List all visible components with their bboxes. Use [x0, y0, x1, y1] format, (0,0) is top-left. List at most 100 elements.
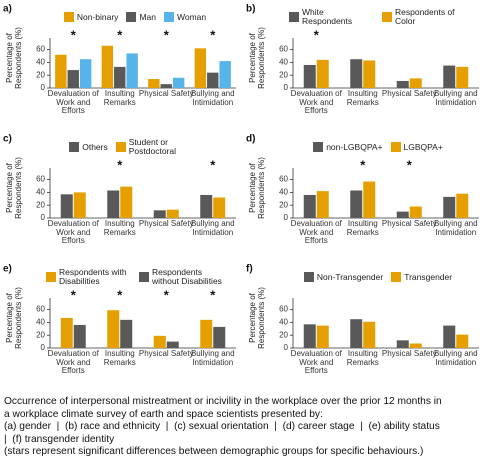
y-tick-label: 0	[284, 83, 289, 92]
legend-label: Transgender	[404, 271, 453, 282]
bar	[363, 60, 376, 88]
x-tick-label-box: Bullying and Intimidation	[433, 90, 478, 107]
bar	[200, 319, 213, 348]
bar	[350, 319, 363, 348]
x-tick-label: Physical Safety	[138, 90, 194, 98]
x-tick-label: Insulting Remarks	[103, 220, 136, 237]
legend-swatch	[115, 142, 126, 152]
y-tick-label: 20	[279, 330, 288, 339]
caption-line: (stars represent significant differences…	[4, 446, 424, 458]
y-axis-label: Percentage of Respondents (%)	[249, 157, 266, 219]
bar	[207, 72, 219, 88]
y-tick-label: 40	[36, 188, 45, 197]
y-tick-label: 20	[36, 200, 45, 209]
legend-item: Transgender	[391, 272, 452, 282]
bar	[120, 186, 133, 218]
y-tick-label: 0	[41, 213, 46, 222]
x-tick-label: Physical Safety	[381, 220, 437, 228]
bar	[172, 77, 185, 88]
legend-item: Student or Postdoctoral	[115, 137, 201, 156]
x-tick-label: Devaluation of Work and Efforts	[47, 90, 99, 115]
x-tick-label: Devaluation of Work and Efforts	[47, 350, 99, 375]
x-tick-label-box: Devaluation of Work and Efforts	[290, 90, 342, 115]
bar	[107, 190, 120, 218]
y-axis-label-box: Percentage of Respondents (%)	[249, 27, 266, 89]
bar	[219, 61, 231, 88]
y-tick-label: 0	[284, 343, 289, 352]
significance-star: *	[164, 287, 170, 302]
x-tick-label-box: Insulting Remarks	[103, 220, 136, 237]
bar	[409, 343, 422, 348]
bar	[396, 211, 409, 218]
bar	[316, 191, 329, 218]
caption-line: a workplace climate survey of earth and …	[4, 408, 323, 420]
x-tick-label-box: Insulting Remarks	[347, 350, 379, 366]
x-tick-label-box: Devaluation of Work and Efforts	[47, 90, 99, 115]
bar	[350, 59, 363, 88]
bar	[60, 317, 73, 348]
x-tick-label-box: Bullying and Intimidation	[191, 220, 235, 236]
x-tick-label-box: Bullying and Intimidation	[433, 350, 478, 367]
bar	[409, 206, 422, 218]
x-tick-label: Devaluation of Work and Efforts	[290, 350, 342, 375]
legend: Non-binary Man Woman	[30, 4, 240, 30]
bar	[443, 65, 456, 88]
bar	[303, 324, 316, 348]
x-tick-label-box: Devaluation of Work and Efforts	[48, 220, 99, 245]
y-tick-label: 60	[279, 305, 288, 314]
bar	[213, 197, 226, 218]
panel-label: b)	[246, 4, 255, 15]
x-tick-label-box: Physical Safety	[382, 90, 437, 98]
bar	[120, 319, 133, 348]
y-tick-label: 60	[36, 45, 45, 54]
legend-item: Woman	[163, 12, 206, 22]
x-tick-label: Bullying and Intimidation	[433, 350, 478, 367]
significance-star: *	[407, 157, 413, 172]
bar	[153, 335, 166, 348]
y-axis-label: Percentage of Respondents (%)	[6, 157, 23, 219]
y-tick-label: 60	[36, 305, 45, 314]
y-tick-label: 0	[41, 83, 46, 92]
caption-line: | (f) transgender identity	[4, 433, 115, 445]
bar	[73, 324, 86, 348]
y-tick-label: 40	[279, 188, 288, 197]
legend: non-LGBQPA+ LGBQPA+	[273, 134, 483, 160]
legend-swatch	[46, 272, 56, 282]
panel-label: f)	[246, 264, 253, 275]
x-tick-label: Bullying and Intimidation	[433, 220, 478, 237]
legend-item: Man	[126, 12, 156, 22]
legend-swatch	[126, 12, 137, 22]
x-tick-label: Devaluation of Work and Efforts	[290, 90, 342, 115]
legend-item: Respondents of Color	[382, 8, 467, 26]
y-axis-label: Percentage of Respondents (%)	[6, 287, 23, 349]
bar	[148, 79, 160, 88]
significance-star: *	[210, 27, 216, 42]
y-tick-label: 60	[279, 45, 288, 54]
legend-label: Student or Postdoctoral	[128, 137, 176, 156]
panel: d) 0 20 40 60 Percentage of Respondents (%) De…	[246, 134, 483, 245]
bar	[456, 334, 469, 348]
significance-star: *	[314, 27, 320, 42]
y-axis-label: Percentage of Respondents (%)	[6, 27, 23, 89]
x-tick-label: Bullying and Intimidation	[433, 90, 478, 107]
x-tick-label: Devaluation of Work and Efforts	[290, 220, 342, 245]
x-tick-label-box: Bullying and Intimidation	[433, 220, 478, 237]
bar	[166, 209, 179, 218]
legend: Respondents with Disabilities Respondents…	[30, 264, 240, 290]
y-tick-label: 40	[279, 318, 288, 327]
bar	[79, 59, 92, 88]
x-tick-label-box: Insulting Remarks	[347, 90, 379, 106]
legend-box: White Respondents Respondents of Color	[289, 8, 467, 26]
x-tick-label-box: Devaluation of Work and Efforts	[290, 350, 342, 375]
figure: a) 0 20 40 60 Percentage of Respondents (%) De…	[3, 4, 483, 375]
panel: e) 0 20 40 60 Percentage of Respondents (%) De…	[3, 264, 240, 375]
bar	[153, 210, 166, 218]
x-tick-label-box: Bullying and Intimidation	[191, 90, 235, 106]
legend-item: Others	[69, 142, 108, 152]
y-tick-label: 20	[279, 200, 288, 209]
legend-item: non-LGBQPA+	[313, 142, 383, 152]
y-tick-label: 40	[36, 58, 45, 67]
x-tick-label-box: Physical Safety	[381, 220, 437, 228]
x-tick-label: Insulting Remarks	[103, 350, 136, 367]
